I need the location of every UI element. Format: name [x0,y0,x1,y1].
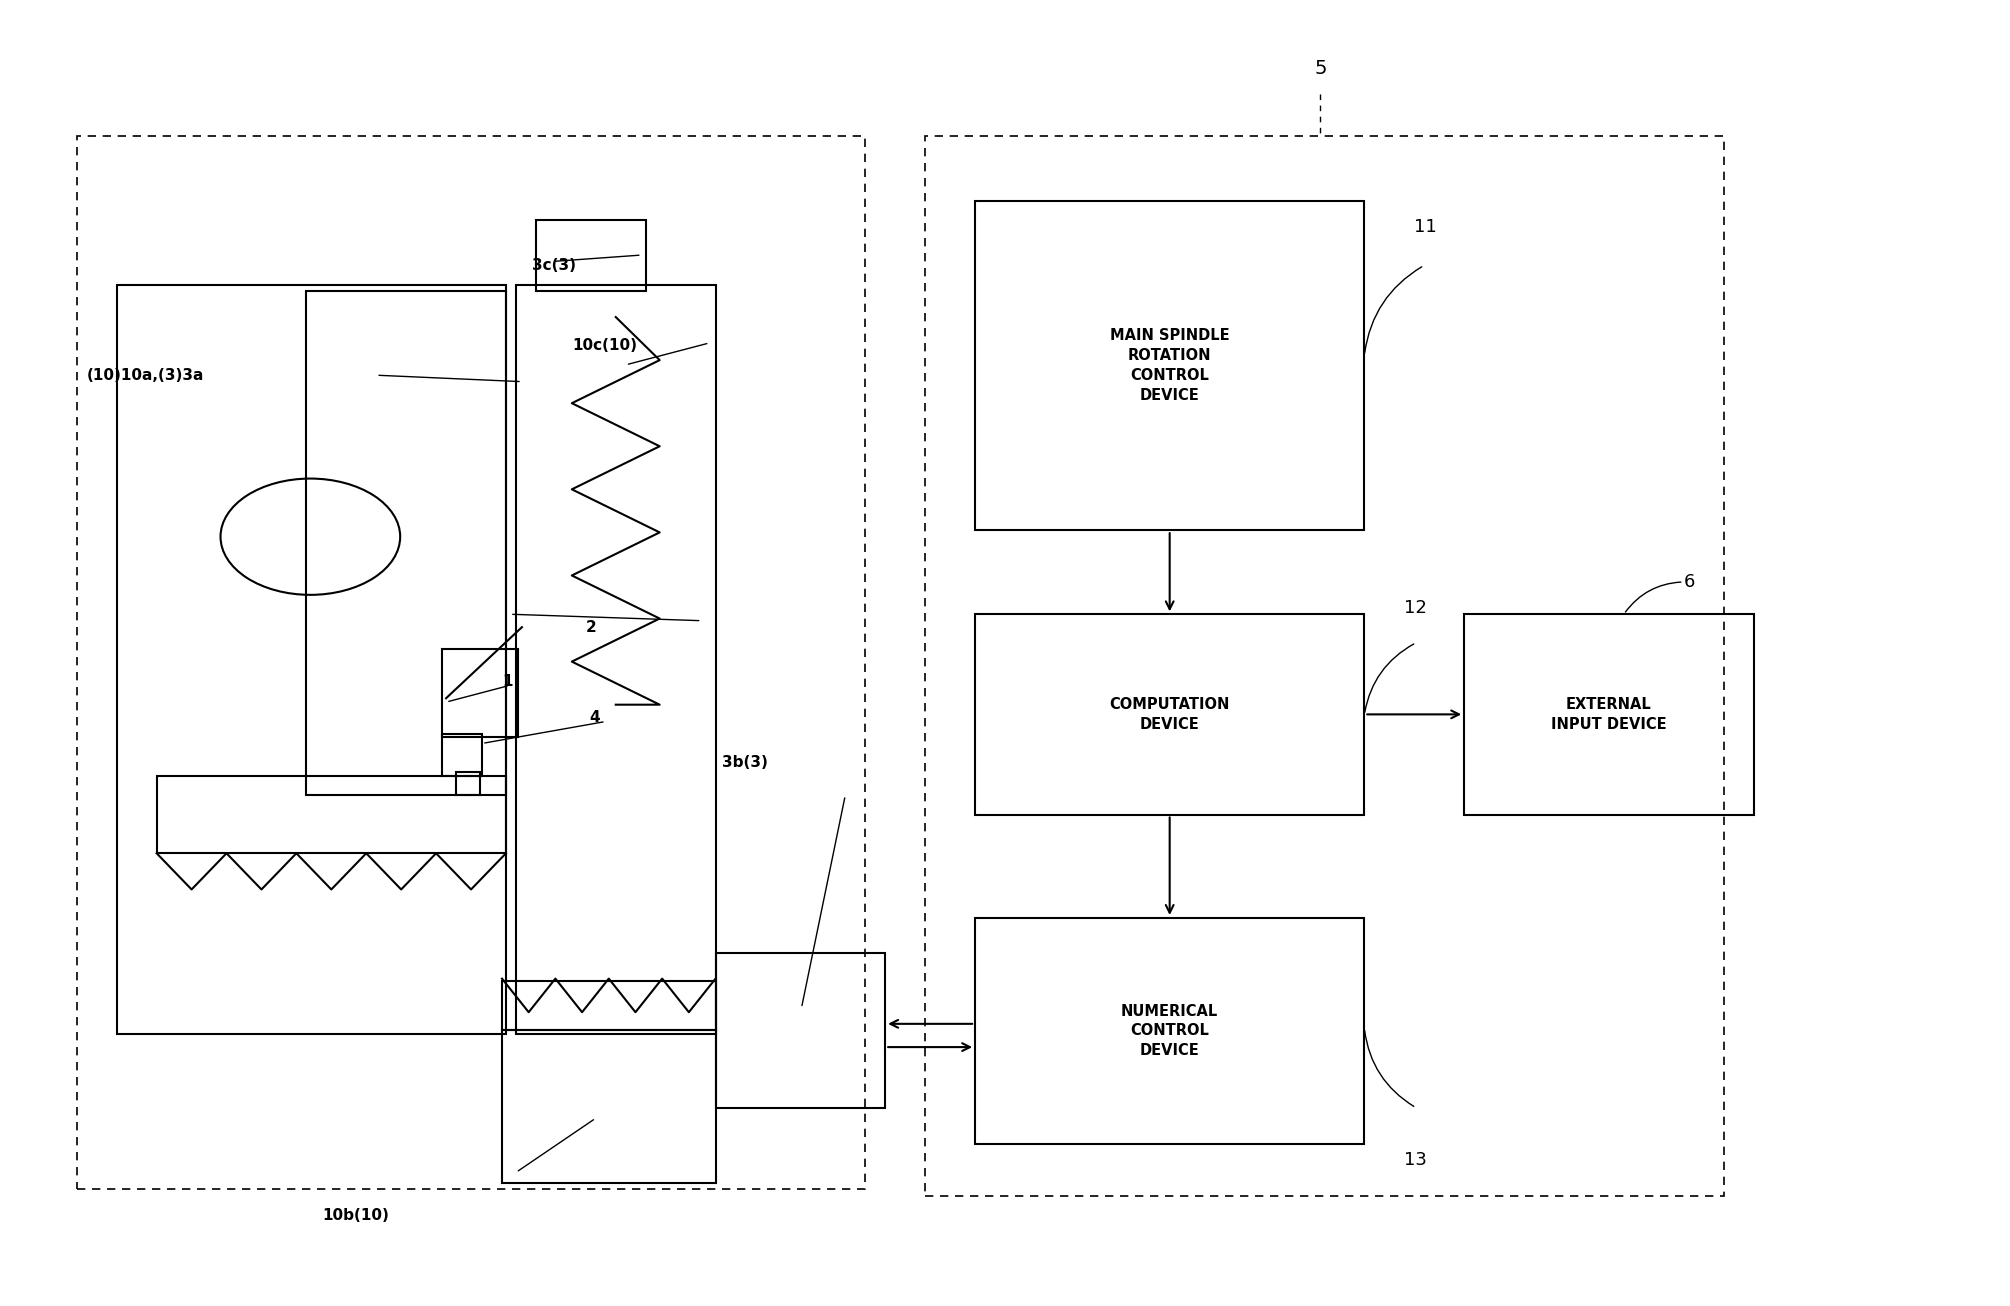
Text: 12: 12 [1405,598,1427,616]
Bar [76,136,864,1190]
Text: NUMERICAL
CONTROL
DEVICE: NUMERICAL CONTROL DEVICE [1122,1003,1218,1058]
Bar [442,649,519,737]
Text: 1: 1 [502,674,513,690]
Text: EXTERNAL
INPUT DEVICE: EXTERNAL INPUT DEVICE [1552,697,1666,731]
Text: 4: 4 [589,710,601,725]
Text: 6: 6 [1684,573,1694,590]
Bar [157,776,507,853]
Bar [442,734,482,776]
Bar [975,918,1365,1144]
Bar [1463,614,1753,815]
Text: 3c(3): 3c(3) [533,257,577,273]
Text: MAIN SPINDLE
ROTATION
CONTROL
DEVICE: MAIN SPINDLE ROTATION CONTROL DEVICE [1110,328,1230,402]
Text: (10)10a,(3)3a: (10)10a,(3)3a [86,368,205,383]
Text: 3b(3): 3b(3) [722,755,768,771]
Text: 11: 11 [1415,218,1437,235]
Bar [925,136,1725,1196]
Bar [502,981,716,1030]
Text: 10b(10): 10b(10) [322,1208,390,1222]
Bar [502,1030,716,1183]
Bar [517,285,716,1034]
Bar [975,201,1365,530]
Text: 10c(10): 10c(10) [571,338,637,353]
Text: 2: 2 [585,619,597,635]
Bar [306,291,507,795]
Bar [537,221,645,291]
Text: 13: 13 [1405,1151,1427,1169]
Bar [117,285,507,1034]
Bar [975,614,1365,815]
Bar [716,953,884,1107]
Text: COMPUTATION
DEVICE: COMPUTATION DEVICE [1110,697,1230,731]
Bar [456,772,480,795]
Text: 5: 5 [1315,59,1327,78]
